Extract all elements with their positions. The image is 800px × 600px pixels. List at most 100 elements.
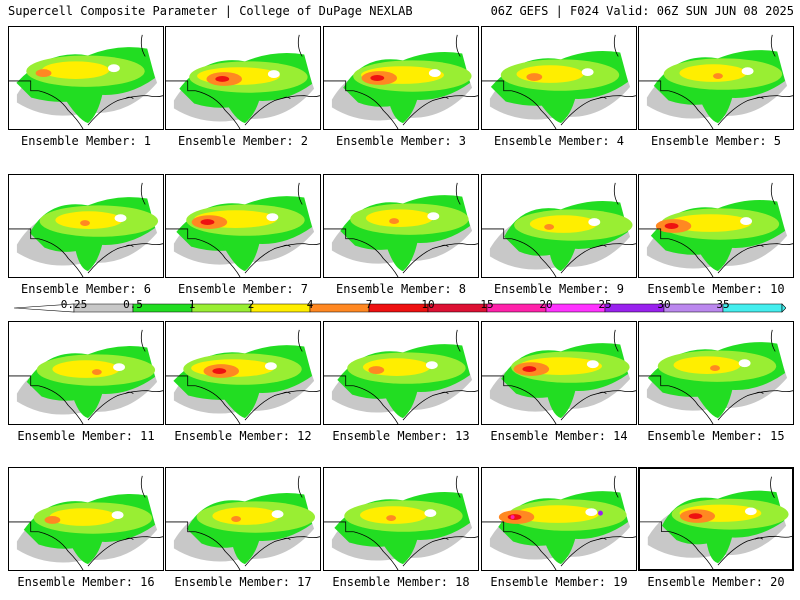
state-border <box>482 521 512 533</box>
ensemble-panel-1[interactable] <box>8 26 164 130</box>
field-hole <box>588 218 601 226</box>
field-orange <box>386 515 397 521</box>
field-yellow <box>673 356 741 374</box>
state-border <box>324 521 354 533</box>
colorbar-bin-9 <box>604 303 665 313</box>
field-red <box>664 223 679 229</box>
ensemble-panel-14[interactable] <box>481 321 637 425</box>
rio-grande <box>38 238 84 277</box>
ensemble-panel-16[interactable] <box>8 467 164 571</box>
field-orange <box>44 516 61 524</box>
river-line <box>140 475 146 498</box>
colorbar-bin-2 <box>191 303 252 313</box>
ensemble-panel-5[interactable] <box>638 26 794 130</box>
lake-marker <box>598 244 607 247</box>
river-line <box>770 329 776 352</box>
field-hole <box>744 507 757 516</box>
lake-marker <box>125 96 134 99</box>
field-green-tail <box>68 539 103 565</box>
ensemble-panel-20[interactable] <box>638 467 794 571</box>
member-label: Ensemble Member: 11 <box>17 429 155 443</box>
ensemble-panel-15[interactable] <box>638 321 794 425</box>
ensemble-map-11 <box>9 329 163 424</box>
lake-marker <box>440 537 449 540</box>
river-line <box>297 34 303 57</box>
ensemble-panel-17[interactable] <box>165 467 321 571</box>
lake-marker <box>125 391 134 394</box>
gulf-coast <box>717 390 793 421</box>
field-red <box>370 75 385 81</box>
ensemble-map-8 <box>324 182 478 277</box>
ensemble-panel-11[interactable] <box>8 321 164 425</box>
colorbar-max-arrow <box>781 303 786 313</box>
field-orange <box>80 220 90 226</box>
ensemble-panel-8[interactable] <box>323 174 479 278</box>
field-hole <box>271 510 284 519</box>
field-magenta <box>510 515 515 519</box>
member-label: Ensemble Member: 13 <box>332 429 470 443</box>
field-orange <box>389 218 400 225</box>
field-hole <box>425 361 438 370</box>
ensemble-panel-4[interactable] <box>481 26 637 130</box>
lake-marker <box>125 537 134 540</box>
river-line <box>770 34 776 57</box>
colorbar-bin-11 <box>722 303 783 313</box>
state-border <box>639 228 669 240</box>
field-orange <box>713 73 723 79</box>
rio-grande <box>353 238 399 277</box>
ensemble-map-4 <box>482 34 636 129</box>
field-orange <box>35 69 52 78</box>
colorbar-label: 4 <box>306 298 314 311</box>
colorbar-label: 10 <box>421 298 435 311</box>
field-green-tail <box>535 96 576 124</box>
model-run-info: 06Z GEFS | F024 Valid: 06Z SUN JUN 08 20… <box>490 4 794 18</box>
ensemble-panel-19[interactable] <box>481 467 637 571</box>
field-green-tail <box>217 390 260 419</box>
ensemble-map-12 <box>166 329 320 424</box>
ensemble-panel-7[interactable] <box>165 174 321 278</box>
river-line <box>455 329 461 352</box>
ensemble-panel-3[interactable] <box>323 26 479 130</box>
state-border <box>166 521 196 533</box>
field-orange <box>710 365 720 372</box>
colorbar-label: 20 <box>539 298 553 311</box>
ensemble-panel-10[interactable] <box>638 174 794 278</box>
colorbar-label: 15 <box>480 298 494 311</box>
colorbar-bin-7 <box>486 303 547 313</box>
field-green-tail <box>695 245 733 272</box>
ensemble-panel-6[interactable] <box>8 174 164 278</box>
river-line <box>455 475 461 498</box>
field-hole <box>741 67 754 76</box>
ensemble-panel-2[interactable] <box>165 26 321 130</box>
gulf-coast <box>717 243 793 274</box>
colorbar <box>14 303 786 313</box>
gulf-coast <box>402 390 478 421</box>
colorbar-label: 7 <box>365 298 373 311</box>
river-line <box>613 182 619 205</box>
field-purple <box>597 510 603 516</box>
field-yellow <box>212 507 280 525</box>
ensemble-map-19 <box>482 475 636 570</box>
colorbar-label: 30 <box>657 298 671 311</box>
ensemble-panel-9[interactable] <box>481 174 637 278</box>
field-orange <box>91 369 102 375</box>
field-green-tail <box>548 246 576 272</box>
rio-grande <box>195 90 241 129</box>
rio-grande <box>195 531 241 570</box>
ensemble-panel-18[interactable] <box>323 467 479 571</box>
lake-marker <box>598 96 607 99</box>
field-green-tail <box>71 391 103 419</box>
field-yellow <box>365 209 434 227</box>
rio-grande <box>511 90 557 129</box>
field-green-tail <box>545 388 576 419</box>
field-green-tail <box>223 98 260 124</box>
field-green-tail <box>698 95 733 124</box>
gulf-coast <box>87 536 163 567</box>
ensemble-panel-12[interactable] <box>165 321 321 425</box>
state-border <box>639 80 669 92</box>
field-hole <box>424 509 437 518</box>
state-border <box>482 375 512 387</box>
field-green-tail <box>542 536 576 565</box>
ensemble-panel-13[interactable] <box>323 321 479 425</box>
colorbar-label: 2 <box>247 298 255 311</box>
